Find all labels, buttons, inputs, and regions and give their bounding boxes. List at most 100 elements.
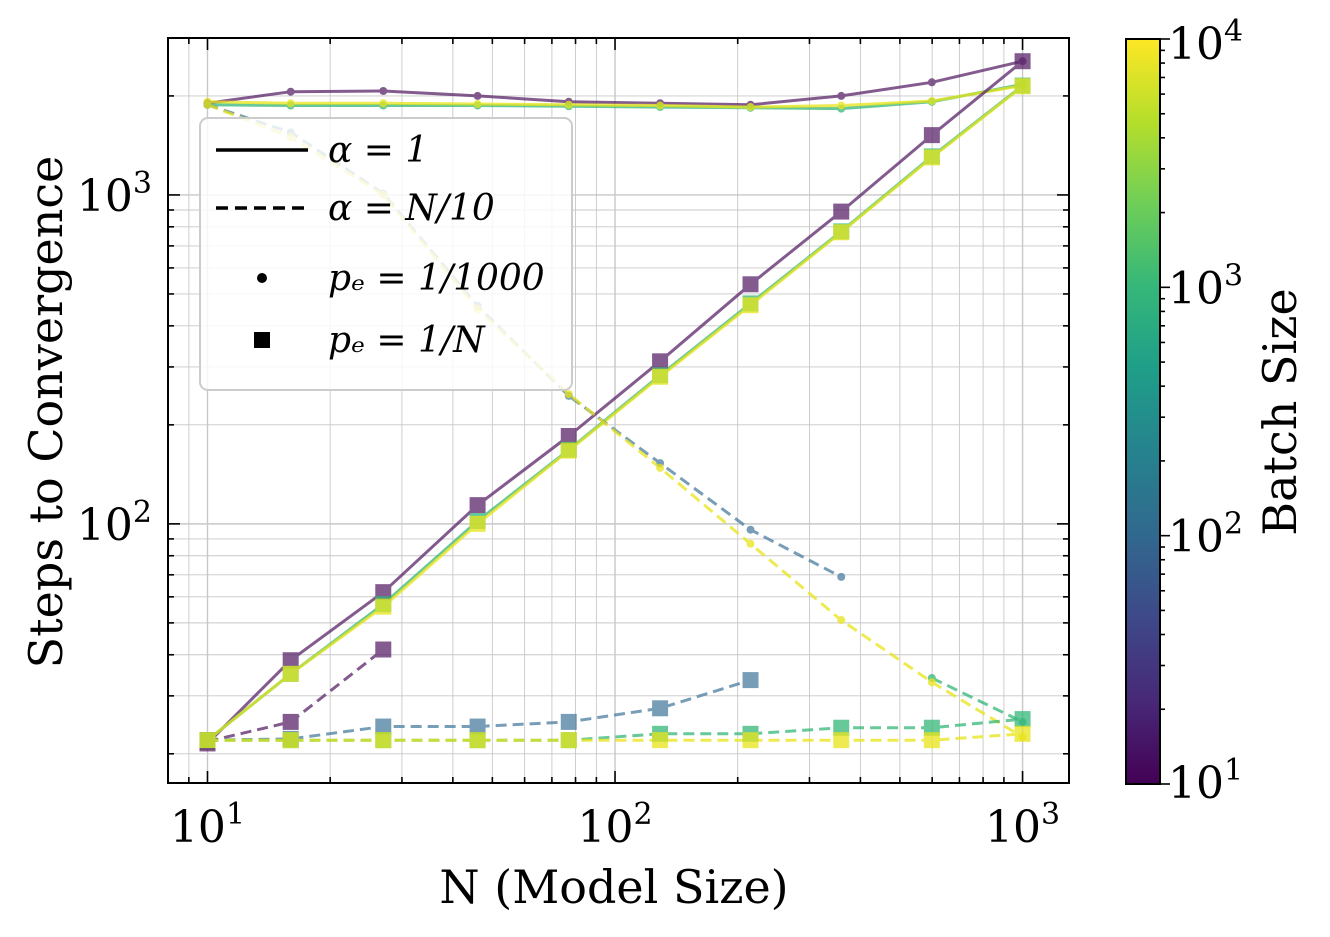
legend-label: α = 1 (328, 130, 428, 171)
data-point-square (375, 584, 392, 601)
data-point-dot (837, 91, 846, 100)
data-point-dot (837, 101, 846, 110)
data-point-dot (927, 78, 936, 87)
y-tick-label-base: 10 (77, 500, 133, 551)
data-point-square (375, 732, 392, 749)
series-line (207, 732, 1023, 742)
data-point-square (652, 732, 669, 749)
x-tick-label-base: 10 (170, 802, 226, 853)
data-point-square (923, 719, 940, 736)
data-point-dot (473, 91, 482, 100)
data-point-square (833, 732, 850, 749)
data-point-dot (927, 678, 936, 687)
data-point-dot (379, 99, 388, 108)
colorbar-tick-label-exp: 2 (1224, 507, 1243, 542)
x-tick-label-exp: 2 (633, 797, 652, 832)
data-point-square (742, 732, 759, 749)
data-point-square (742, 276, 759, 293)
colorbar-tick-label-base: 10 (1168, 512, 1224, 563)
x-tick-label: 102 (577, 797, 652, 853)
data-point-square (469, 732, 486, 749)
data-point-square (652, 353, 669, 370)
series-2 (203, 81, 1027, 112)
data-point-square (833, 224, 850, 241)
data-point-square (282, 665, 299, 682)
x-axis-title: N (Model Size) (439, 860, 788, 914)
data-point-dot (746, 525, 755, 534)
data-point-dot (656, 463, 665, 472)
colorbar-title: Batch Size (1253, 288, 1307, 535)
colorbar-tick-label-base: 10 (1168, 263, 1224, 314)
y-tick-label-exp: 2 (133, 495, 152, 530)
data-point-square (282, 713, 299, 730)
data-point-dot (379, 87, 388, 96)
legend-label: pₑ = 1/1000 (328, 258, 545, 299)
data-point-square (560, 732, 577, 749)
colorbar-tick-label: 104 (1168, 14, 1243, 70)
series-line (206, 85, 1024, 742)
y-axis-title: Steps to Convergence (19, 156, 73, 669)
legend: α = 1 α = N/10 pₑ = 1/1000 pₑ = 1/N (199, 117, 573, 391)
data-point-square (833, 203, 850, 220)
data-point-square (742, 297, 759, 314)
data-point-dot (746, 539, 755, 548)
x-tick-label: 103 (985, 797, 1060, 853)
colorbar-gradient (1125, 38, 1161, 785)
data-point-square (1014, 78, 1031, 95)
data-point-square (923, 732, 940, 749)
data-point-dot (656, 101, 665, 110)
data-point-dot (286, 99, 295, 108)
colorbar-tick-label-exp: 1 (1224, 753, 1243, 788)
legend-box (199, 117, 573, 391)
legend-dot-marker (257, 273, 267, 283)
data-point-dot (564, 100, 573, 109)
colorbar-tick-label-exp: 4 (1224, 14, 1243, 49)
series-layer (199, 53, 1031, 752)
data-point-square (560, 427, 577, 444)
data-point-square (282, 732, 299, 749)
series-line (207, 84, 1023, 109)
x-tick-label-base: 10 (577, 802, 633, 853)
colorbar-tick-label-base: 10 (1168, 758, 1224, 809)
series-5 (199, 78, 1031, 749)
colorbar-tick-label-exp: 3 (1224, 258, 1243, 293)
data-point-square (469, 718, 486, 735)
data-point-square (1014, 53, 1031, 70)
x-tick-label-exp: 3 (1041, 797, 1060, 832)
y-tick-label-base: 10 (77, 171, 133, 222)
series-line (207, 59, 1023, 107)
data-point-square (282, 652, 299, 669)
data-point-dot (837, 572, 846, 581)
x-tick-label-exp: 1 (226, 797, 245, 832)
data-point-square (375, 718, 392, 735)
data-point-square (560, 442, 577, 459)
data-point-square (652, 368, 669, 385)
data-point-dot (286, 87, 295, 96)
data-point-dot (564, 390, 573, 399)
data-point-square (560, 713, 577, 730)
plot-frame (167, 37, 1070, 784)
data-point-square (375, 641, 392, 658)
data-point-square (923, 149, 940, 166)
data-point-square (469, 497, 486, 514)
series-line (207, 82, 1023, 111)
colorbar-tick-label-base: 10 (1168, 19, 1224, 70)
data-point-dot (746, 103, 755, 112)
legend-label: α = N/10 (328, 188, 495, 229)
data-point-dot (837, 616, 846, 625)
series-line (206, 60, 1024, 745)
x-tick-label: 101 (170, 797, 245, 853)
colorbar-tick-label: 101 (1168, 753, 1243, 809)
legend-label: pₑ = 1/N (328, 320, 486, 361)
data-point-square (923, 127, 940, 144)
data-point-square (375, 598, 392, 615)
data-point-square (469, 515, 486, 532)
colorbar-tick-label: 102 (1168, 507, 1243, 563)
y-tick-label-exp: 3 (133, 166, 152, 201)
data-point-dot (203, 100, 212, 109)
data-point-square (1014, 725, 1031, 742)
x-tick-label-base: 10 (985, 802, 1041, 853)
